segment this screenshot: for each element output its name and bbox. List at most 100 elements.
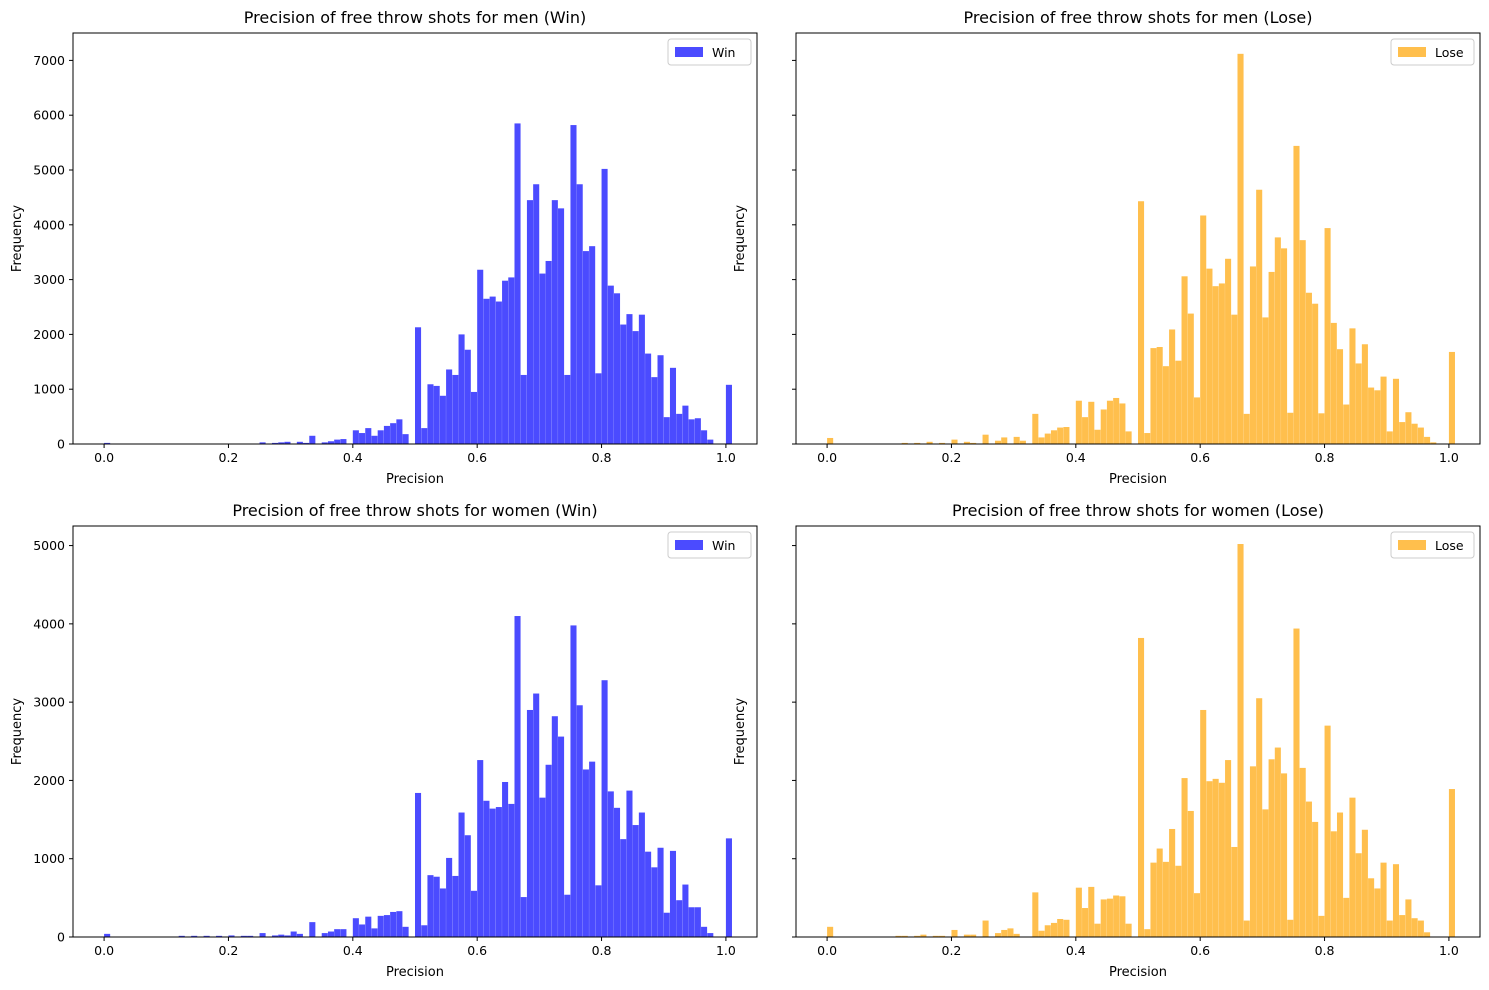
x-tick-label: 0.8 [592,450,612,465]
histogram-bars [827,544,1455,937]
histogram-bar [216,935,223,937]
histogram-bar [1082,417,1089,444]
legend: Win [667,38,752,66]
histogram-bar [415,327,422,444]
histogram-bar [589,246,596,444]
histogram-bar [377,430,384,444]
histogram-bar [1374,888,1381,937]
histogram-bar [701,926,708,937]
histogram-bar [1424,436,1431,444]
histogram-bar [104,933,111,937]
histogram-bar [458,812,465,937]
y-tick-label: 1000 [33,851,65,866]
histogram-bar [334,439,341,444]
histogram-bar [303,442,310,444]
histogram-bar [676,413,683,444]
histogram-bar [1386,431,1393,444]
x-tick-label: 0.2 [219,450,239,465]
chart-panel: 0.0 0.2 0.4 0.6 0.8 1.0 0 1000 2000 3000 4000 5000 6… [10,8,758,487]
chart-title: Precision of free throw shots for men (W… [244,8,586,27]
histogram-bar [1231,314,1238,444]
histogram-bar [1125,923,1132,937]
histogram-bar [1330,831,1337,937]
histogram-bar [1013,436,1020,444]
histogram-bar [191,935,198,937]
histogram-bar [1448,789,1455,937]
histogram-bar [1218,283,1225,444]
histogram-bar [551,716,558,937]
histogram-bar [725,384,732,444]
histogram-bar [104,442,111,444]
chart-title: Precision of free throw shots for men (L… [963,8,1312,27]
histogram-bar [421,428,428,444]
histogram-bar [725,838,732,937]
y-tick-label: 0 [57,930,65,945]
histogram-bar [926,441,933,444]
histogram-bar [477,760,484,937]
x-tick-label: 0.6 [467,943,487,958]
histogram-bar [1355,853,1362,937]
histogram-bar [502,781,509,937]
x-tick-label: 0.2 [219,943,239,958]
legend-box [1390,531,1475,559]
histogram-bar [203,935,210,937]
y-tick-label: 2000 [33,327,65,342]
legend-swatch [1398,47,1426,57]
histogram-bar [359,433,366,444]
histogram-bar [1243,413,1250,444]
histogram-bar [657,847,664,937]
x-tick-label: 1.0 [716,943,736,958]
histogram-bar [564,894,571,937]
histogram-bar [1368,387,1375,444]
histogram-bar [1138,201,1145,444]
histogram-bar [1299,240,1306,444]
histogram-bar [1001,437,1008,444]
histogram-bar [1057,427,1064,444]
histogram-bar [1032,892,1039,937]
histogram-bar [489,296,496,444]
histogram-bar [1032,413,1039,444]
x-tick-label: 0.0 [94,450,114,465]
histogram-bar [1411,423,1418,444]
histogram-bar [377,915,384,937]
y-tick-label: 4000 [33,616,65,631]
legend-label: Lose [1435,538,1464,553]
histogram-bar [601,168,608,444]
histogram-bar [707,933,714,937]
chart-panel: 0.0 0.2 0.4 0.6 0.8 1.0 Precision of free thro… [733,501,1481,980]
histogram-bar [296,933,303,937]
y-tick-label: 6000 [33,108,65,123]
histogram-bar [446,857,453,937]
histogram-bar [340,929,347,937]
histogram-bar [271,935,279,937]
histogram-bar [1150,348,1157,444]
histogram-bar [1262,809,1269,937]
histogram-bar [533,693,540,937]
histogram-bar [963,441,970,444]
histogram-bar [1281,773,1288,937]
histogram-bar [895,935,902,937]
histogram-bar [520,897,527,937]
x-tick-label: 0.2 [942,450,962,465]
y-tick-label: 5000 [33,163,65,178]
histogram-bar [613,293,621,444]
histogram-bars [827,53,1455,444]
histogram-bar [1336,812,1344,937]
histogram-bar [939,935,946,937]
histogram-bar [1193,397,1201,444]
histogram-bar [1343,897,1350,937]
histogram-bar [1318,915,1325,937]
x-tick-label: 0.4 [1066,943,1086,958]
y-tick-label: 0 [57,437,65,452]
x-axis-label: Precision [1109,472,1167,487]
histogram-bar [495,807,502,937]
histogram-bar [682,884,689,937]
histogram-bar [433,385,440,444]
legend-box [667,38,752,66]
histogram-bar [514,616,521,937]
histogram-bar [433,876,440,937]
histogram-bar [1181,276,1188,444]
x-tick-label: 0.8 [1315,450,1335,465]
histogram-bar [1231,846,1238,937]
histogram-bar [1044,433,1051,444]
